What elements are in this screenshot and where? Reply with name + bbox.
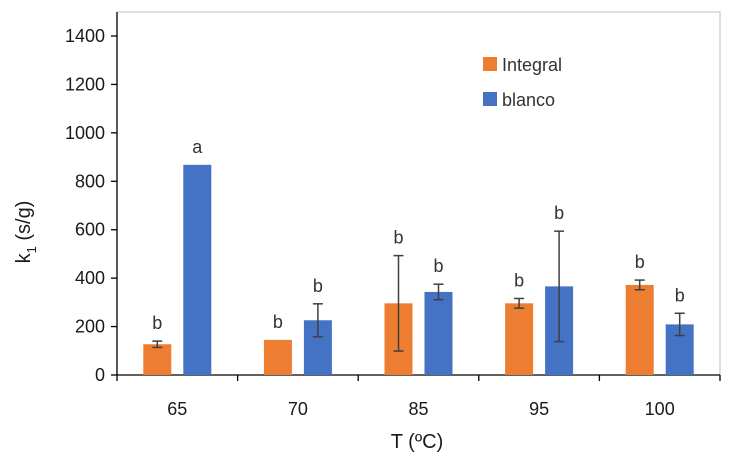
legend-swatch — [483, 57, 497, 71]
significance-label: b — [554, 203, 564, 223]
y-tick-label: 1400 — [65, 26, 105, 46]
bar — [505, 303, 534, 375]
legend-swatch — [483, 92, 497, 106]
significance-label: b — [514, 270, 524, 290]
y-tick-label: 0 — [95, 365, 105, 385]
y-tick-label: 800 — [75, 171, 105, 191]
legend-label: Integral — [502, 55, 562, 75]
x-tick-label: 95 — [529, 399, 549, 419]
y-axis-title-subscript: 1 — [24, 246, 39, 253]
significance-label: b — [675, 285, 685, 305]
significance-label: b — [313, 276, 323, 296]
significance-label: b — [433, 256, 443, 276]
bar — [263, 339, 292, 375]
x-tick-label: 85 — [408, 399, 428, 419]
significance-label: b — [393, 228, 403, 248]
plot-area: 0 200 400 600 800 1000 1200 1400 65 70 85 95 100 b b b b… — [65, 11, 721, 419]
legend-label: blanco — [502, 90, 555, 110]
x-tick-label: 70 — [288, 399, 308, 419]
bar — [424, 291, 453, 375]
y-tick-label: 200 — [75, 317, 105, 337]
bar — [183, 164, 212, 375]
significance-label: b — [152, 313, 162, 333]
y-axis-title-unit: (s/g) — [13, 201, 35, 247]
y-tick-label: 1200 — [65, 74, 105, 94]
x-axis-title: T (ºC) — [391, 431, 443, 453]
x-tick-label: 100 — [645, 399, 675, 419]
x-tick-label: 65 — [167, 399, 187, 419]
bar — [143, 344, 172, 375]
y-tick-label: 400 — [75, 268, 105, 288]
bar — [625, 284, 654, 375]
significance-label: a — [192, 137, 203, 157]
significance-label: b — [635, 252, 645, 272]
significance-label: b — [273, 312, 283, 332]
y-axis-title: k1 (s/g) — [13, 201, 39, 264]
y-tick-label: 1000 — [65, 123, 105, 143]
y-tick-label: 600 — [75, 220, 105, 240]
